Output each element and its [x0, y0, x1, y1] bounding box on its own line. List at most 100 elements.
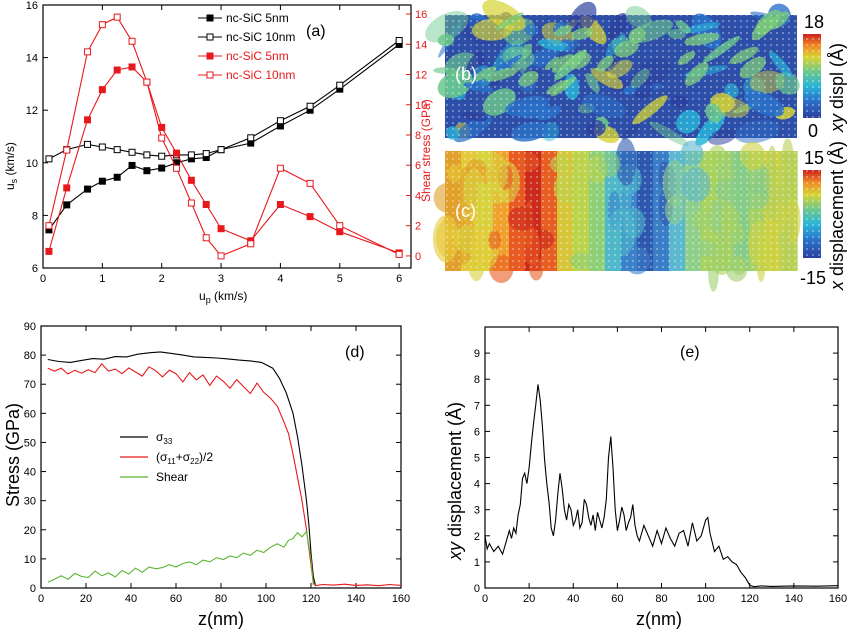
- a-y2tick-label: 12: [415, 70, 427, 82]
- a-y2tick-label: 10: [415, 100, 427, 112]
- panel-e-chart: 0 20 40 60 80 100 120 140 160 0 1 2 3 4 5 6 7 8 9 (e) z(n…: [445, 326, 847, 629]
- a-point: [158, 134, 166, 142]
- d-series-line-0: [47, 351, 317, 586]
- e-ytick-label: 1: [474, 557, 480, 569]
- panel-c-colorbar-texture: [803, 170, 821, 258]
- a-y2tick-label: 4: [415, 190, 421, 202]
- a-legend-label: nc-SiC 5nm: [226, 49, 289, 63]
- a-point: [173, 149, 181, 157]
- a-point: [276, 164, 284, 172]
- a-point: [98, 177, 106, 185]
- a-ytick-label: 10: [26, 158, 38, 170]
- panel-a-ylabel: us (km/s): [3, 142, 19, 190]
- a-point: [336, 81, 344, 89]
- a-series-line-1: [48, 40, 400, 160]
- a-point: [98, 86, 106, 94]
- panel-c-colorbar-min: -15: [800, 268, 826, 288]
- a-point: [217, 146, 225, 154]
- a-legend-marker: [206, 52, 214, 60]
- e-ytick-label: 8: [474, 374, 480, 386]
- a-point: [45, 247, 53, 255]
- a-xtick-label: 2: [159, 273, 165, 285]
- panel-d-chart: 0 20 40 60 80 100 120 140 160 0 10 20 30 40 50 60 70 80 9…: [3, 321, 410, 629]
- panel-d-legend: σ33 (σ11+σ22)/2 Shear: [120, 430, 213, 484]
- a-point: [158, 152, 166, 160]
- a-ytick-label: 12: [26, 105, 38, 117]
- a-point: [158, 164, 166, 172]
- d-ytick-label: 90: [24, 321, 36, 333]
- a-point: [306, 102, 314, 110]
- d-ytick-label: 0: [30, 583, 36, 595]
- e-ytick-label: 0: [474, 583, 480, 595]
- panel-e-xlabel: z(nm): [636, 609, 682, 629]
- panel-e-tag: (e): [680, 344, 700, 361]
- a-series-line-0: [48, 44, 400, 231]
- d-xtick-label: 120: [302, 593, 320, 605]
- a-point: [202, 201, 210, 209]
- a-y2tick-label: 14: [415, 39, 427, 51]
- a-point: [276, 201, 284, 209]
- a-point: [187, 199, 195, 207]
- d-ytick-label: 60: [24, 408, 36, 420]
- e-xtick-label: 0: [482, 593, 488, 605]
- a-legend-marker: [206, 14, 214, 22]
- a-point: [173, 164, 181, 172]
- d-xtick-label: 20: [80, 593, 92, 605]
- a-point: [187, 176, 195, 184]
- a-xtick-label: 6: [396, 273, 402, 285]
- e-ytick-label: 6: [474, 426, 480, 438]
- e-xtick-label: 80: [655, 593, 667, 605]
- a-point: [113, 13, 121, 21]
- a-point: [217, 225, 225, 233]
- a-point: [98, 143, 106, 151]
- a-point: [143, 78, 151, 86]
- a-point: [143, 167, 151, 175]
- d-ytick-label: 70: [24, 379, 36, 391]
- a-point: [63, 146, 71, 154]
- a-point: [247, 240, 255, 248]
- a-ytick-label: 6: [32, 263, 38, 275]
- e-xtick-label: 160: [829, 593, 847, 605]
- d-ytick-label: 80: [24, 350, 36, 362]
- a-y2tick-label: 8: [415, 130, 421, 142]
- panel-c-colorbar-max: 15: [804, 148, 824, 168]
- d-xtick-label: 140: [347, 593, 365, 605]
- a-point: [306, 213, 314, 221]
- a-point: [395, 250, 403, 258]
- panel-e-frame: [484, 326, 839, 589]
- d-ytick-label: 10: [24, 554, 36, 566]
- d-ytick-label: 50: [24, 437, 36, 449]
- e-xtick-label: 60: [611, 593, 623, 605]
- panel-c-heatmap: (c) 15 -15 x displacement (Å): [432, 138, 847, 292]
- a-xtick-label: 3: [218, 273, 224, 285]
- a-legend-marker: [206, 33, 214, 41]
- a-point: [84, 116, 92, 124]
- d-series-line-2: [47, 530, 314, 586]
- d-ytick-label: 40: [24, 467, 36, 479]
- panel-c-colorbar-label: x displacement (Å): [827, 141, 847, 291]
- a-point: [45, 222, 53, 230]
- a-point: [306, 179, 314, 187]
- d-ytick-label: 20: [24, 525, 36, 537]
- a-xtick-label: 4: [277, 273, 283, 285]
- a-point: [202, 150, 210, 158]
- a-point: [128, 161, 136, 169]
- d-xtick-label: 160: [392, 593, 410, 605]
- e-ytick-label: 4: [474, 479, 480, 491]
- panel-b-tag: (b): [455, 64, 477, 84]
- a-point: [45, 155, 53, 163]
- panel-e-ylabel: xy displacement (Å): [445, 402, 465, 561]
- a-series-line-3: [48, 16, 400, 257]
- a-legend-marker: [206, 71, 214, 79]
- e-xtick-label: 140: [785, 593, 803, 605]
- panel-b-colorbar-texture: [803, 34, 821, 118]
- panel-b-colorbar-min: 0: [808, 121, 818, 141]
- b-field-texture: [445, 15, 797, 138]
- a-point: [128, 63, 136, 71]
- d-legend-label: σ33: [156, 430, 173, 446]
- a-ytick-label: 8: [32, 210, 38, 222]
- panel-d-ylabel: Stress (GPa): [3, 403, 23, 507]
- panel-b-colorbar-label: xy displ (Å): [827, 43, 847, 133]
- d-xtick-label: 80: [215, 593, 227, 605]
- a-point: [84, 185, 92, 193]
